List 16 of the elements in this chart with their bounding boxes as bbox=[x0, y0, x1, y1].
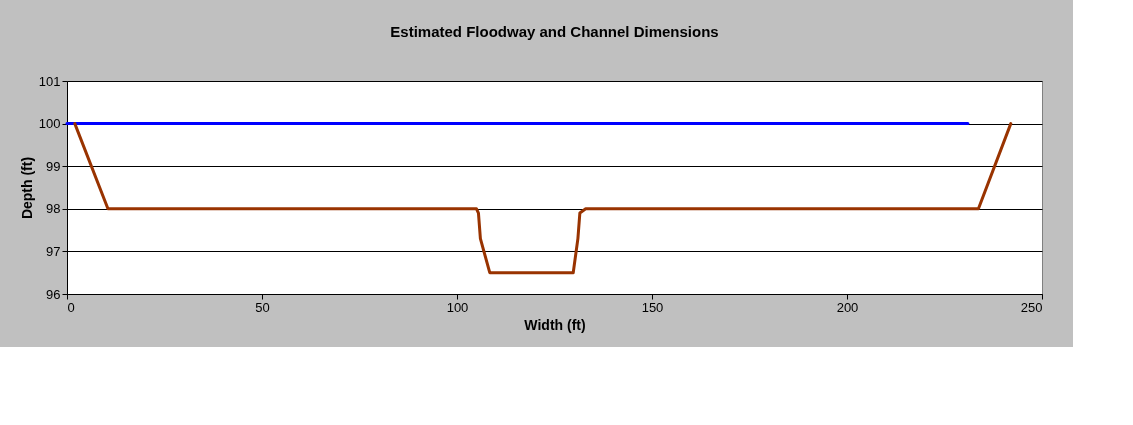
y-tick-label: 96 bbox=[46, 286, 61, 302]
x-tick-label: 250 bbox=[1020, 299, 1043, 315]
chart-title: Estimated Floodway and Channel Dimensions bbox=[390, 23, 719, 40]
line-series bbox=[73, 122, 1013, 275]
y-tick-label: 101 bbox=[38, 73, 61, 89]
y-axis-title: Depth (ft) bbox=[18, 156, 35, 220]
x-tick-label: 50 bbox=[255, 299, 270, 315]
x-tick-label: 100 bbox=[446, 299, 469, 315]
x-tick-label: 0 bbox=[67, 299, 75, 315]
y-tick-label: 99 bbox=[46, 158, 61, 174]
x-tick-label: 150 bbox=[641, 299, 664, 315]
y-tick-label: 100 bbox=[38, 116, 61, 132]
y-tick-label: 97 bbox=[46, 243, 61, 259]
y-tick-label: 98 bbox=[46, 201, 61, 217]
x-tick-label: 200 bbox=[836, 299, 859, 315]
x-axis-title: Width (ft) bbox=[524, 316, 586, 333]
